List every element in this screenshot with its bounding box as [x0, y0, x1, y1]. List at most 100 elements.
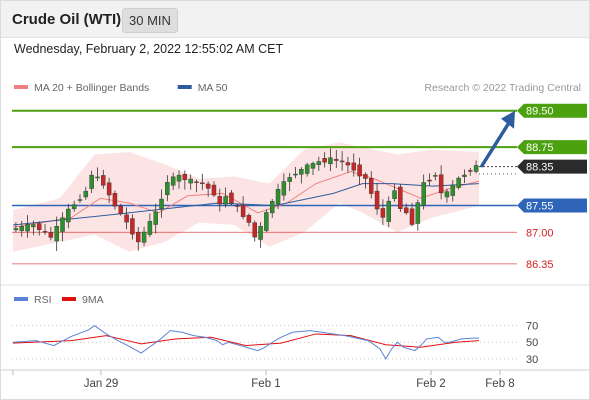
candle-body-0 — [13, 228, 19, 231]
candle-body-51 — [310, 163, 316, 169]
candle-body-13 — [89, 174, 94, 189]
candle-body-23 — [147, 221, 153, 235]
instrument-title: Crude Oil (WTI) — [12, 11, 122, 28]
candle-body-27 — [170, 176, 176, 186]
candle-body-67 — [403, 207, 409, 214]
legend-swatch-0 — [14, 85, 28, 89]
candle-body-29 — [182, 174, 188, 181]
candle-body-61 — [368, 178, 374, 194]
level-89-50-label: 89.50 — [526, 106, 554, 118]
candle-body-25 — [159, 198, 164, 209]
candle-body-31 — [194, 181, 199, 183]
candle-body-6 — [48, 232, 54, 238]
candle-body-78 — [468, 170, 473, 172]
rsi-legend-label-0: RSI — [34, 294, 52, 306]
candle-body-38 — [235, 205, 240, 207]
candle-body-12 — [83, 190, 89, 198]
candle-body-40 — [246, 215, 252, 223]
candle-body-14 — [95, 176, 100, 179]
candle-body-73 — [438, 174, 444, 194]
candle-body-60 — [363, 174, 368, 179]
candle-body-7 — [54, 226, 59, 242]
candle-body-58 — [351, 162, 357, 171]
rsi-tick-30: 30 — [526, 354, 538, 366]
candle-body-76 — [456, 177, 461, 188]
legend-swatch-1 — [177, 85, 192, 89]
candle-body-43 — [264, 212, 269, 231]
candle-body-44 — [269, 200, 275, 214]
candle-body-54 — [328, 157, 333, 165]
time-axis: Jan 29 Feb 1 Feb 2 Feb 8 — [12, 370, 515, 390]
candle-body-72 — [433, 175, 438, 177]
candle-body-48 — [293, 173, 298, 176]
candle-body-32 — [200, 182, 205, 185]
candle-body-56 — [339, 160, 345, 163]
title-bar: Crude Oil (WTI) 30 MIN — [1, 1, 589, 38]
legend-label-0: MA 20 + Bollinger Bands — [34, 82, 149, 94]
candle-body-28 — [176, 174, 182, 182]
candle-body-35 — [217, 196, 223, 205]
candle-body-10 — [71, 204, 77, 210]
candle-body-65 — [392, 190, 397, 199]
level-86-35-label: 86.35 — [526, 259, 554, 271]
candle-body-57 — [345, 162, 351, 166]
price-legend: MA 20 + Bollinger Bands MA 50 — [14, 82, 228, 94]
candle-body-50 — [304, 164, 310, 174]
candle-body-45 — [275, 189, 281, 205]
candle-body-16 — [106, 182, 112, 196]
candle-body-68 — [409, 208, 415, 225]
rsi-panel: 70 50 30 — [12, 321, 538, 366]
level-87-55-badge — [517, 198, 587, 213]
projection-arrow-head — [501, 110, 515, 129]
candle-body-41 — [252, 222, 257, 238]
timeframe-badge[interactable]: 30 MIN — [122, 8, 178, 33]
candle-body-5 — [42, 231, 48, 233]
level-88-75-badge — [517, 140, 587, 155]
x-tick-label-1: Feb 1 — [251, 378, 280, 390]
level-88-35-badge — [517, 159, 587, 174]
rsi-legend: RSI 9MA — [14, 294, 104, 306]
candle-body-21 — [135, 232, 141, 243]
level-89-50-badge — [517, 103, 587, 118]
rsi-tick-50: 50 — [526, 337, 538, 349]
candle-body-55 — [334, 159, 339, 161]
candle-body-66 — [398, 186, 403, 209]
price-panel: 89.50 88.75 88.35 87.55 87.00 86.35 — [12, 103, 587, 271]
candle-body-59 — [357, 164, 362, 177]
candle-body-1 — [19, 226, 24, 232]
candle-body-2 — [25, 224, 30, 232]
candle-body-36 — [223, 196, 228, 205]
candle-body-26 — [165, 182, 170, 196]
x-tick-label-0: Jan 29 — [84, 378, 119, 390]
candle-body-24 — [153, 211, 158, 225]
candle-body-30 — [188, 178, 193, 184]
candle-body-74 — [444, 191, 450, 198]
candle-body-42 — [258, 226, 263, 240]
candle-body-11 — [77, 199, 83, 201]
chart-datetime: Wednesday, February 2, 2022 12:55:02 AM … — [14, 42, 284, 56]
x-tick-label-3: Feb 8 — [485, 378, 514, 390]
legend-label-1: MA 50 — [198, 82, 228, 94]
rsi-tick-70: 70 — [526, 321, 538, 333]
candle-body-37 — [229, 192, 234, 204]
candle-body-77 — [462, 174, 467, 177]
candle-body-64 — [386, 200, 391, 222]
candle-body-9 — [66, 208, 71, 223]
candles — [13, 148, 479, 251]
level-87-55-label: 87.55 — [526, 201, 554, 213]
candle-body-8 — [60, 217, 65, 232]
candle-body-33 — [205, 183, 211, 189]
level-88-75-label: 88.75 — [526, 142, 554, 154]
candle-body-20 — [130, 218, 135, 235]
rsi-legend-label-1: 9MA — [82, 294, 104, 306]
rsi-legend-swatch-0 — [14, 297, 28, 301]
rsi-ma9-line — [12, 333, 480, 348]
x-tick-label-2: Feb 2 — [416, 378, 445, 390]
candle-body-17 — [112, 193, 118, 207]
candle-body-34 — [211, 184, 217, 196]
ma50-line — [12, 183, 480, 226]
candle-body-19 — [124, 214, 129, 223]
bollinger-band — [13, 142, 479, 252]
